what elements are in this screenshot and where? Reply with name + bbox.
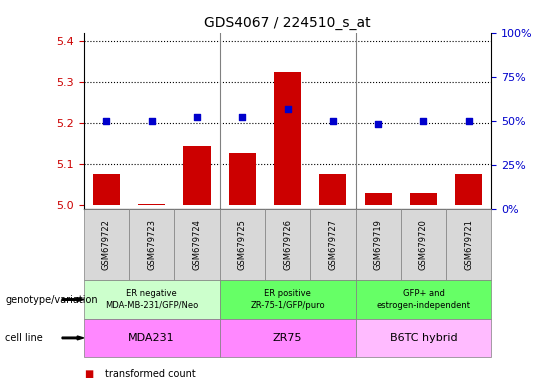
Text: ZR75: ZR75 [273, 333, 302, 343]
Bar [228, 152, 256, 205]
Point [464, 118, 473, 124]
Text: GSM679727: GSM679727 [328, 219, 338, 270]
Point [193, 114, 201, 121]
Bar [364, 193, 391, 205]
Text: GSM679725: GSM679725 [238, 219, 247, 270]
Bar [138, 204, 165, 205]
Point [374, 121, 382, 127]
Bar [184, 146, 211, 205]
Point [328, 118, 337, 124]
Text: GSM679726: GSM679726 [283, 219, 292, 270]
Bar [274, 72, 301, 205]
Bar [410, 193, 437, 205]
Text: GFP+ and
estrogen-independent: GFP+ and estrogen-independent [376, 290, 470, 310]
Text: GSM679720: GSM679720 [419, 219, 428, 270]
Point [419, 118, 428, 124]
Point [102, 118, 111, 124]
Bar [319, 174, 347, 205]
Text: GSM679719: GSM679719 [374, 219, 383, 270]
Point [238, 114, 247, 121]
Text: ER negative
MDA-MB-231/GFP/Neo: ER negative MDA-MB-231/GFP/Neo [105, 290, 198, 310]
Text: GSM679724: GSM679724 [192, 219, 201, 270]
Title: GDS4067 / 224510_s_at: GDS4067 / 224510_s_at [204, 16, 371, 30]
Text: GSM679723: GSM679723 [147, 219, 156, 270]
Text: GSM679721: GSM679721 [464, 219, 473, 270]
Text: MDA231: MDA231 [129, 333, 175, 343]
Text: genotype/variation: genotype/variation [5, 295, 98, 305]
Point [147, 118, 156, 124]
Bar [455, 174, 482, 205]
Text: ■: ■ [84, 369, 93, 379]
Text: cell line: cell line [5, 333, 43, 343]
Text: transformed count: transformed count [105, 369, 196, 379]
Text: ER positive
ZR-75-1/GFP/puro: ER positive ZR-75-1/GFP/puro [250, 290, 325, 310]
Bar [93, 174, 120, 205]
Text: B6TC hybrid: B6TC hybrid [390, 333, 457, 343]
Text: GSM679722: GSM679722 [102, 219, 111, 270]
Point [284, 106, 292, 112]
